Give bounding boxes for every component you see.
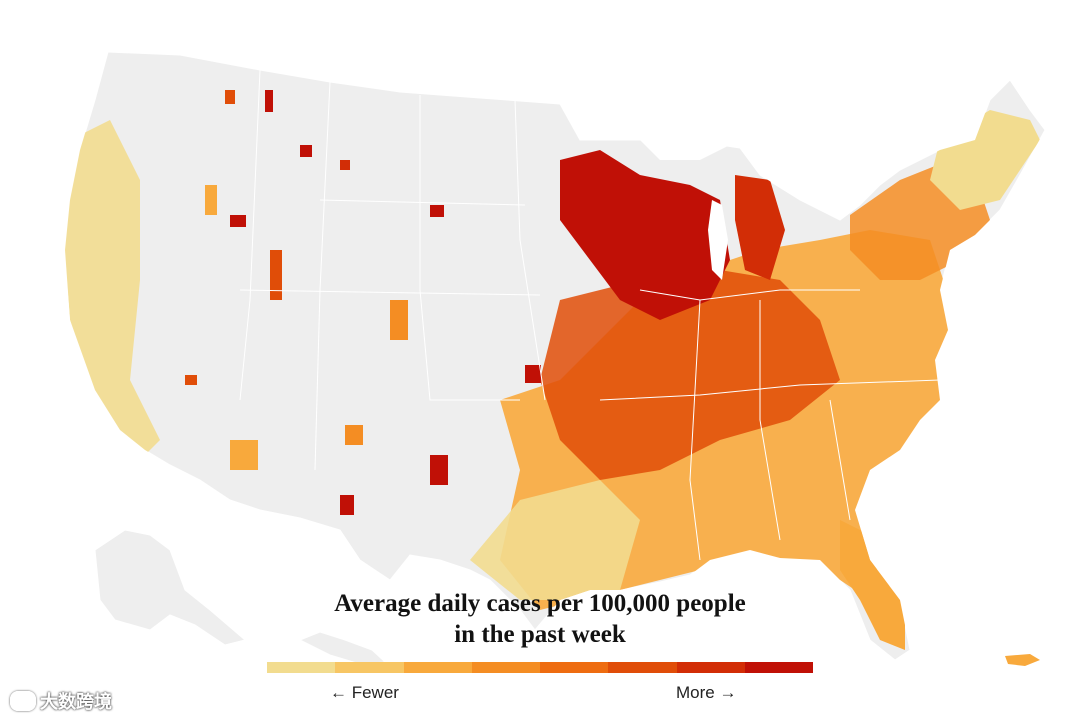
region-michigan-red [735, 175, 785, 280]
legend-swatch-7 [676, 662, 745, 673]
hotspot-nevada-1 [185, 375, 197, 385]
legend-swatch-6 [608, 662, 677, 673]
lake-superior-shape [640, 130, 730, 160]
hotspot-texas-1 [430, 455, 448, 485]
region-midwest-red [540, 270, 840, 480]
legend-color-scale [267, 662, 813, 673]
hotspot-colorado-1 [390, 300, 408, 340]
hotspot-montana-1 [265, 90, 273, 112]
alaska-shape [94, 529, 247, 646]
legend-swatch-1 [267, 662, 336, 673]
map-title-line1: Average daily cases per 100,000 people [334, 590, 746, 617]
watermark: 大数跨境 [10, 688, 112, 714]
hotspot-idaho-1 [230, 215, 246, 227]
hotspot-texas-2 [340, 495, 354, 515]
map-title: Average daily cases per 100,000 people i… [240, 588, 840, 650]
legend-swatch-8 [744, 662, 813, 673]
legend-swatch-2 [335, 662, 404, 673]
hotspot-nm-1 [345, 425, 363, 445]
case-intensity-layer [65, 90, 1040, 650]
legend-swatch-3 [403, 662, 472, 673]
watermark-text: 大数跨境 [40, 692, 112, 712]
region-upper-midwest-darkred [560, 150, 730, 320]
hotspot-dakota-1 [430, 205, 444, 217]
legend-swatch-5 [540, 662, 609, 673]
hotspot-utah-1 [270, 250, 282, 300]
hotspot-montana-4 [340, 160, 350, 170]
region-new-england-yellow [930, 110, 1040, 210]
region-florida-orange [840, 520, 905, 650]
legend-low-label: ← Fewer [330, 683, 399, 702]
region-gulf-yellow [470, 480, 640, 600]
hotspot-montana-2 [225, 90, 235, 104]
state-borders [239, 69, 941, 561]
hotspot-montana-3 [300, 145, 312, 157]
western-hotspots [185, 90, 541, 515]
hawaii-shape [298, 631, 387, 665]
hotspot-oregon-1 [205, 185, 217, 215]
hotspot-arizona-1 [230, 440, 258, 470]
legend-high-label: More → [676, 683, 737, 702]
lake-michigan-shape [708, 200, 728, 280]
map-title-line2: in the past week [454, 621, 626, 648]
puerto-rico-shape [1005, 654, 1040, 666]
circle-logo-icon [10, 691, 36, 711]
legend-swatch-4 [471, 662, 540, 673]
hotspot-kansas-1 [525, 365, 541, 383]
